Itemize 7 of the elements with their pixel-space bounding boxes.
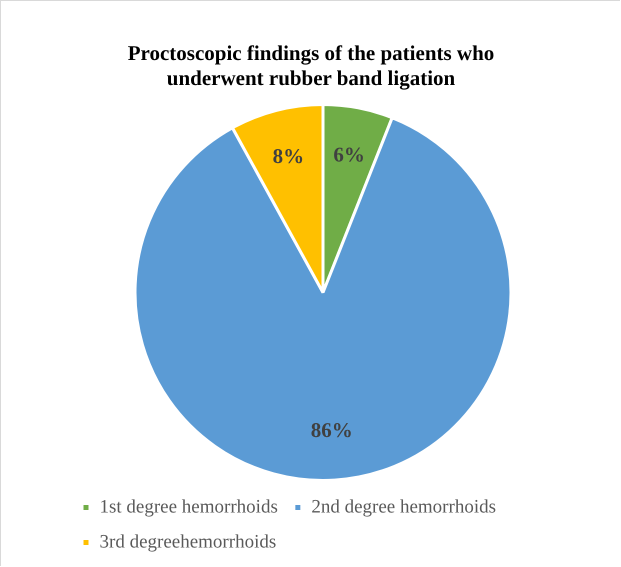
data-label: 6% bbox=[333, 142, 365, 166]
chart-title: Proctoscopic findings of the patients who underwent rubber band ligation bbox=[126, 41, 496, 91]
data-label: 8% bbox=[272, 144, 304, 168]
legend-label: 1st degree hemorrhoids bbox=[100, 496, 278, 518]
legend-label: 2nd degree hemorrhoids bbox=[311, 496, 496, 518]
legend-label: 3rd degreehemorrhoids bbox=[100, 531, 276, 552]
data-label: 86% bbox=[310, 418, 353, 442]
